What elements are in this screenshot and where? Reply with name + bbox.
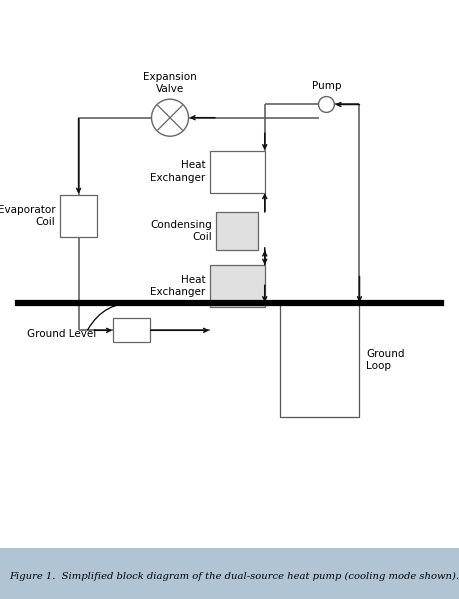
Bar <box>60 195 97 237</box>
Text: Figure 1.  Simplified block diagram of the dual-source heat pump (cooling mode s: Figure 1. Simplified block diagram of th… <box>9 571 459 580</box>
Bar <box>210 151 265 193</box>
Text: Ground Level: Ground Level <box>27 329 96 338</box>
Text: Ground
Loop: Ground Loop <box>366 349 404 371</box>
Bar <box>113 318 150 343</box>
Text: Heat
Exchanger: Heat Exchanger <box>150 161 205 183</box>
Circle shape <box>319 96 334 113</box>
Bar <box>216 213 258 250</box>
Text: Expansion
Valve: Expansion Valve <box>143 71 197 94</box>
Text: Pump: Pump <box>312 81 341 91</box>
Bar <box>280 302 359 418</box>
Bar <box>210 265 265 307</box>
Circle shape <box>151 99 189 136</box>
Text: Condensing
Coil: Condensing Coil <box>150 220 212 243</box>
Text: Heat
Exchanger: Heat Exchanger <box>150 275 205 298</box>
Text: Evaporator
Coil: Evaporator Coil <box>0 204 56 227</box>
